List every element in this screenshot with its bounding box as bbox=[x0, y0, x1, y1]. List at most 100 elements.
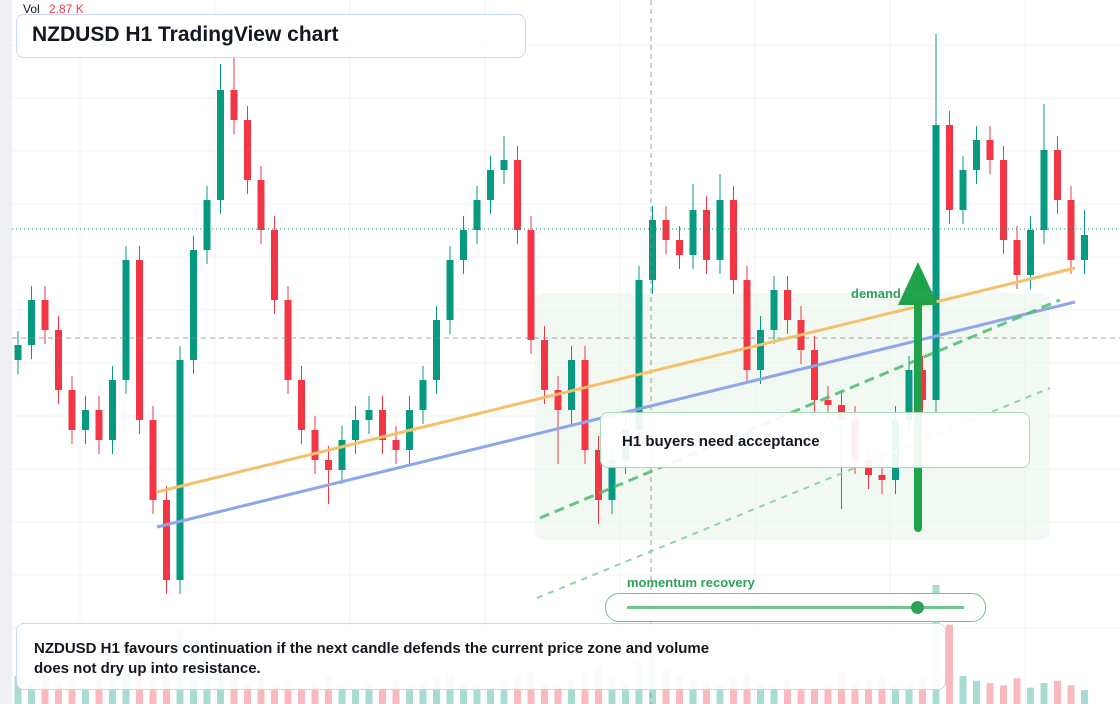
volume-bar bbox=[716, 685, 724, 704]
candle-body bbox=[743, 280, 751, 370]
volume-bar bbox=[1040, 683, 1048, 704]
candle-body bbox=[689, 210, 697, 255]
volume-bar bbox=[284, 680, 292, 704]
volume-bar bbox=[608, 678, 616, 704]
candle-body bbox=[1081, 235, 1088, 260]
candle-body bbox=[757, 330, 764, 370]
volume-bar bbox=[244, 683, 251, 704]
candle-body bbox=[635, 280, 643, 430]
candle-body bbox=[122, 260, 130, 380]
volume-bar bbox=[946, 624, 953, 704]
volume-bar bbox=[554, 685, 562, 704]
candle-body bbox=[95, 410, 103, 440]
volume-bar bbox=[109, 680, 116, 704]
volume-bar bbox=[28, 685, 35, 704]
candle-body bbox=[41, 300, 49, 330]
candle-body bbox=[1054, 150, 1061, 200]
candle-body bbox=[1067, 200, 1075, 260]
volume-bar bbox=[689, 680, 697, 704]
candle-body bbox=[595, 450, 602, 500]
candle-body bbox=[365, 410, 373, 420]
volume-bar bbox=[230, 676, 238, 704]
volume-bar bbox=[514, 676, 521, 704]
slider-label: momentum recovery bbox=[627, 575, 755, 590]
candle-body bbox=[298, 380, 305, 430]
candle-body bbox=[811, 350, 818, 400]
volume-bar bbox=[851, 683, 859, 704]
volume-bar bbox=[473, 685, 481, 704]
zone-label: demand zone bbox=[851, 286, 934, 301]
candle-body bbox=[419, 380, 427, 410]
volume-bar bbox=[55, 683, 62, 704]
candle-body bbox=[1013, 240, 1021, 275]
candle-body bbox=[649, 220, 656, 280]
volume-last: 2.87 K bbox=[49, 2, 84, 16]
candle-body bbox=[770, 290, 778, 330]
title: NZDUSD H1 TradingView chart bbox=[32, 23, 339, 46]
candle-body bbox=[379, 410, 386, 440]
volume-bar bbox=[797, 687, 805, 704]
volume-bar bbox=[973, 680, 980, 704]
volume-bar bbox=[811, 690, 818, 704]
candle-body bbox=[703, 210, 710, 260]
candle-body bbox=[878, 475, 886, 480]
candle-body bbox=[581, 360, 589, 450]
candle-body bbox=[325, 460, 332, 470]
candle-body bbox=[514, 160, 521, 230]
candle-body bbox=[257, 180, 265, 230]
candle-body bbox=[433, 320, 440, 380]
footer-text: NZDUSD H1 favours continuation if the ne… bbox=[34, 640, 710, 677]
volume-bar bbox=[1054, 680, 1061, 704]
candle-body bbox=[190, 250, 197, 360]
candle-body bbox=[284, 300, 292, 380]
candle-body bbox=[946, 125, 953, 210]
candle-body bbox=[217, 90, 224, 200]
volume-bar bbox=[1067, 685, 1075, 704]
volume-bar bbox=[730, 678, 737, 704]
slider[interactable] bbox=[605, 593, 986, 622]
candle-body bbox=[554, 390, 562, 410]
volume-bar bbox=[892, 685, 899, 704]
volume-bar bbox=[419, 683, 427, 704]
candle-body bbox=[109, 380, 116, 440]
volume-bar bbox=[1000, 685, 1007, 704]
volume-bar bbox=[757, 683, 764, 704]
candle-body bbox=[676, 240, 683, 255]
volume-bar bbox=[311, 683, 319, 704]
volume-bar bbox=[770, 685, 778, 704]
candle-body bbox=[14, 345, 22, 360]
candle-body bbox=[203, 200, 211, 250]
candle-body bbox=[68, 390, 76, 430]
candle-body bbox=[608, 460, 616, 500]
candle-body bbox=[568, 360, 575, 410]
candle-body bbox=[28, 300, 35, 345]
candle-body bbox=[82, 410, 89, 430]
volume-bar bbox=[1081, 690, 1088, 704]
volume-bar bbox=[257, 678, 265, 704]
candle-body bbox=[473, 200, 481, 230]
candle-body bbox=[824, 400, 832, 405]
callout-text: H1 buyers need acceptance bbox=[622, 433, 820, 450]
candle-body bbox=[1000, 160, 1007, 240]
candle-body bbox=[662, 220, 670, 240]
volume-bar bbox=[622, 683, 629, 704]
volume-bar bbox=[298, 687, 305, 704]
candle-body bbox=[311, 430, 319, 460]
candle-body bbox=[55, 330, 62, 390]
slider-thumb[interactable] bbox=[911, 601, 924, 614]
volume-bar bbox=[784, 680, 791, 704]
volume-bar bbox=[325, 676, 332, 704]
volume-bar bbox=[271, 685, 278, 704]
volume-bar bbox=[878, 676, 886, 704]
candle-body bbox=[932, 125, 940, 400]
volume-bar bbox=[14, 676, 22, 704]
left-strip bbox=[0, 0, 12, 704]
volume-bar bbox=[1027, 687, 1034, 704]
volume-bar bbox=[460, 683, 467, 704]
candle-body bbox=[986, 140, 994, 160]
candle-body bbox=[149, 420, 157, 500]
volume-bar bbox=[379, 687, 386, 704]
candle-body bbox=[487, 170, 494, 200]
candle-body bbox=[271, 230, 278, 300]
candle-body bbox=[163, 500, 170, 580]
